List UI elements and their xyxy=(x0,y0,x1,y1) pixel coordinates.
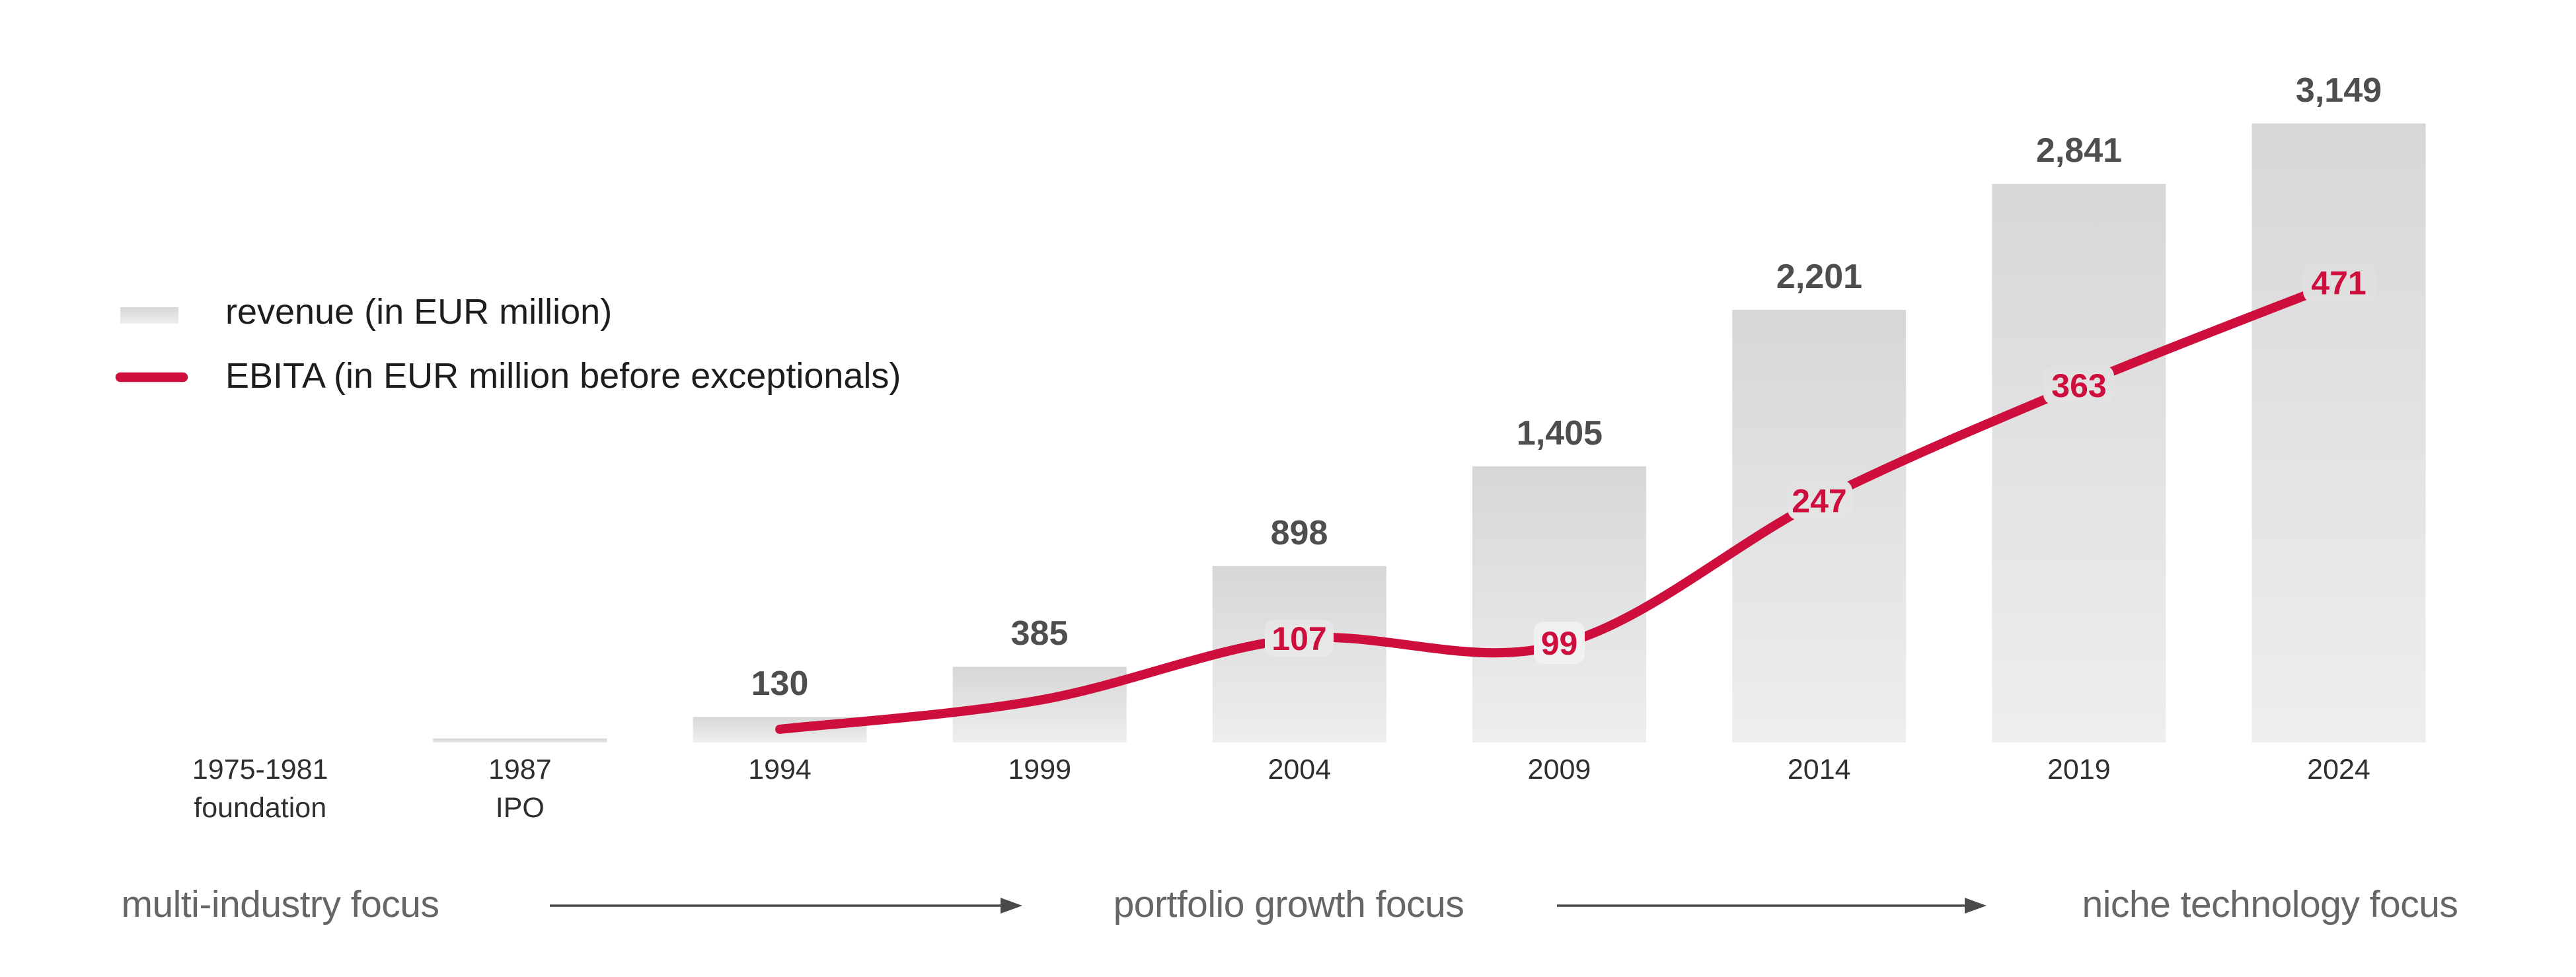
svg-text:multi-industry focus: multi-industry focus xyxy=(122,883,439,925)
svg-text:foundation: foundation xyxy=(194,792,326,824)
svg-text:revenue (in EUR million): revenue (in EUR million) xyxy=(225,292,612,332)
svg-text:385: 385 xyxy=(1011,614,1069,653)
svg-text:363: 363 xyxy=(2051,367,2106,404)
svg-text:1987: 1987 xyxy=(488,754,552,785)
svg-text:99: 99 xyxy=(1541,625,1578,662)
svg-text:1994: 1994 xyxy=(748,754,812,785)
svg-text:130: 130 xyxy=(751,665,809,703)
svg-text:EBITA (in EUR million before e: EBITA (in EUR million before exceptional… xyxy=(225,356,901,396)
svg-text:898: 898 xyxy=(1271,514,1328,552)
svg-text:2,841: 2,841 xyxy=(2036,131,2122,170)
svg-text:1999: 1999 xyxy=(1008,754,1071,785)
svg-text:IPO: IPO xyxy=(496,792,545,824)
svg-text:2024: 2024 xyxy=(2307,754,2370,785)
svg-text:2014: 2014 xyxy=(1788,754,1851,785)
svg-text:2004: 2004 xyxy=(1268,754,1331,785)
svg-text:107: 107 xyxy=(1271,620,1326,657)
svg-text:3,149: 3,149 xyxy=(2296,71,2382,110)
svg-text:2,201: 2,201 xyxy=(1776,258,1862,296)
svg-text:2009: 2009 xyxy=(1528,754,1591,785)
svg-text:2019: 2019 xyxy=(2047,754,2111,785)
svg-text:niche technology focus: niche technology focus xyxy=(2082,883,2458,925)
svg-text:1,405: 1,405 xyxy=(1517,414,1603,452)
svg-text:471: 471 xyxy=(2311,265,2366,302)
svg-text:247: 247 xyxy=(1792,483,1846,520)
svg-text:portfolio growth focus: portfolio growth focus xyxy=(1114,883,1464,925)
svg-text:1975-1981: 1975-1981 xyxy=(192,754,328,785)
